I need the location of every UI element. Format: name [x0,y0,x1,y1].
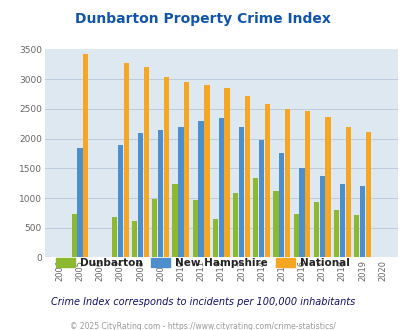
Bar [143,67,149,257]
Bar [132,220,137,257]
Text: © 2025 CityRating.com - https://www.cityrating.com/crime-statistics/: © 2025 CityRating.com - https://www.city… [70,322,335,330]
Bar [152,199,157,257]
Bar [117,145,123,257]
Bar [359,185,364,257]
Text: Dunbarton Property Crime Index: Dunbarton Property Crime Index [75,12,330,25]
Bar [284,110,290,257]
Bar [71,214,77,257]
Bar [365,132,370,257]
Bar [83,54,88,257]
Legend: Dunbarton, New Hampshire, National: Dunbarton, New Hampshire, National [52,254,353,272]
Bar [244,96,249,257]
Bar [224,87,229,257]
Bar [172,184,177,257]
Bar [198,121,203,257]
Bar [339,184,344,257]
Bar [273,191,278,257]
Bar [293,214,298,257]
Bar [158,130,163,257]
Bar [123,63,128,257]
Bar [333,211,338,257]
Bar [313,202,318,257]
Bar [345,127,350,257]
Bar [232,193,238,257]
Bar [325,116,330,257]
Bar [184,82,189,257]
Bar [138,133,143,257]
Bar [353,215,358,257]
Bar [264,104,269,257]
Bar [218,118,223,257]
Bar [319,176,324,257]
Bar [204,85,209,257]
Bar [238,127,243,257]
Bar [112,217,117,257]
Text: Crime Index corresponds to incidents per 100,000 inhabitants: Crime Index corresponds to incidents per… [51,297,354,307]
Bar [279,153,284,257]
Bar [164,77,169,257]
Bar [178,127,183,257]
Bar [212,219,217,257]
Bar [253,179,258,257]
Bar [298,168,304,257]
Bar [192,200,197,257]
Bar [258,140,264,257]
Bar [305,111,310,257]
Bar [77,148,82,257]
